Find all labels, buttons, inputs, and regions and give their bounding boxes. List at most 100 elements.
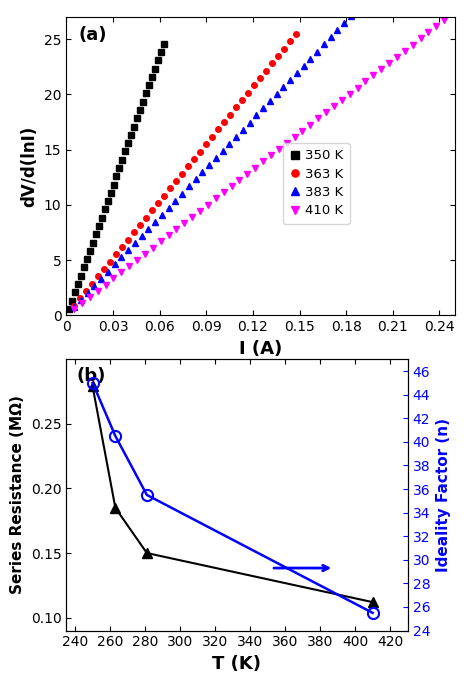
410 K <box>323 108 329 117</box>
383 K <box>348 12 354 20</box>
383 K <box>281 83 286 91</box>
363 K <box>234 103 239 111</box>
350 K <box>153 64 158 73</box>
363 K <box>77 294 83 302</box>
383 K <box>267 97 273 105</box>
383 K <box>112 260 118 268</box>
363 K <box>167 184 173 193</box>
410 K <box>197 207 203 215</box>
383 K <box>98 275 104 283</box>
363 K <box>71 302 77 310</box>
383 K <box>240 125 246 134</box>
383 K <box>85 289 91 297</box>
350 K <box>96 222 101 230</box>
X-axis label: T (K): T (K) <box>212 655 262 673</box>
363 K <box>228 111 233 119</box>
350 K <box>72 288 78 296</box>
410 K <box>300 127 305 135</box>
410 K <box>221 188 227 197</box>
350 K <box>123 147 128 155</box>
350 K <box>162 40 167 48</box>
383 K <box>132 239 138 247</box>
363 K <box>246 89 251 97</box>
383 K <box>227 140 232 148</box>
350 K <box>137 106 143 114</box>
383 K <box>125 246 131 254</box>
410 K <box>363 77 368 85</box>
410 K <box>118 268 124 277</box>
363 K <box>180 170 185 178</box>
363 K <box>257 74 263 82</box>
410 K <box>355 83 360 92</box>
350 K <box>66 304 72 313</box>
410 K <box>308 121 313 129</box>
363 K <box>275 52 281 60</box>
363 K <box>198 147 203 155</box>
Y-axis label: Ideality Factor (n): Ideality Factor (n) <box>436 418 451 572</box>
363 K <box>137 221 143 229</box>
350 K <box>69 296 74 304</box>
363 K <box>191 155 197 163</box>
383 K <box>314 47 320 56</box>
383 K <box>260 104 266 113</box>
363 K <box>113 250 119 258</box>
363 K <box>101 265 107 273</box>
410 K <box>127 262 132 270</box>
410 K <box>87 293 93 301</box>
350 K <box>102 205 108 214</box>
350 K <box>87 247 92 255</box>
410 K <box>331 102 337 110</box>
383 K <box>308 54 313 62</box>
363 K <box>95 273 101 281</box>
363 K <box>293 30 299 38</box>
383 K <box>328 33 334 41</box>
Y-axis label: Series Resistance (MΩ): Series Resistance (MΩ) <box>10 395 25 595</box>
Legend: 350 K, 363 K, 383 K, 410 K: 350 K, 363 K, 383 K, 410 K <box>283 143 350 224</box>
410 K <box>182 219 187 227</box>
383 K <box>206 161 212 170</box>
410 K <box>433 22 439 30</box>
350 K <box>84 255 90 263</box>
383 K <box>159 211 165 219</box>
363 K <box>155 199 161 207</box>
383 K <box>247 119 253 127</box>
410 K <box>426 28 431 37</box>
350 K <box>90 239 95 247</box>
410 K <box>190 213 195 221</box>
410 K <box>260 157 266 165</box>
410 K <box>142 250 148 258</box>
410 K <box>229 182 235 190</box>
383 K <box>294 68 300 77</box>
410 K <box>205 201 211 209</box>
Line: 383 K: 383 K <box>72 14 354 310</box>
383 K <box>321 41 327 49</box>
383 K <box>105 268 111 276</box>
383 K <box>78 296 84 304</box>
410 K <box>339 96 345 104</box>
410 K <box>402 47 408 55</box>
383 K <box>152 218 158 226</box>
410 K <box>110 275 116 283</box>
350 K <box>128 131 134 139</box>
350 K <box>78 272 83 280</box>
383 K <box>301 62 307 70</box>
X-axis label: I (A): I (A) <box>239 340 283 358</box>
Line: 350 K: 350 K <box>66 41 167 312</box>
350 K <box>126 139 131 147</box>
Line: 363 K: 363 K <box>72 31 299 308</box>
383 K <box>233 133 239 141</box>
410 K <box>292 133 297 141</box>
410 K <box>268 151 274 159</box>
410 K <box>315 115 321 123</box>
410 K <box>71 305 77 313</box>
350 K <box>99 214 104 222</box>
410 K <box>418 35 423 43</box>
383 K <box>91 282 97 290</box>
350 K <box>119 156 125 164</box>
383 K <box>193 175 199 183</box>
350 K <box>108 188 113 197</box>
363 K <box>203 140 209 148</box>
410 K <box>245 170 250 178</box>
410 K <box>284 139 290 147</box>
363 K <box>216 125 221 134</box>
